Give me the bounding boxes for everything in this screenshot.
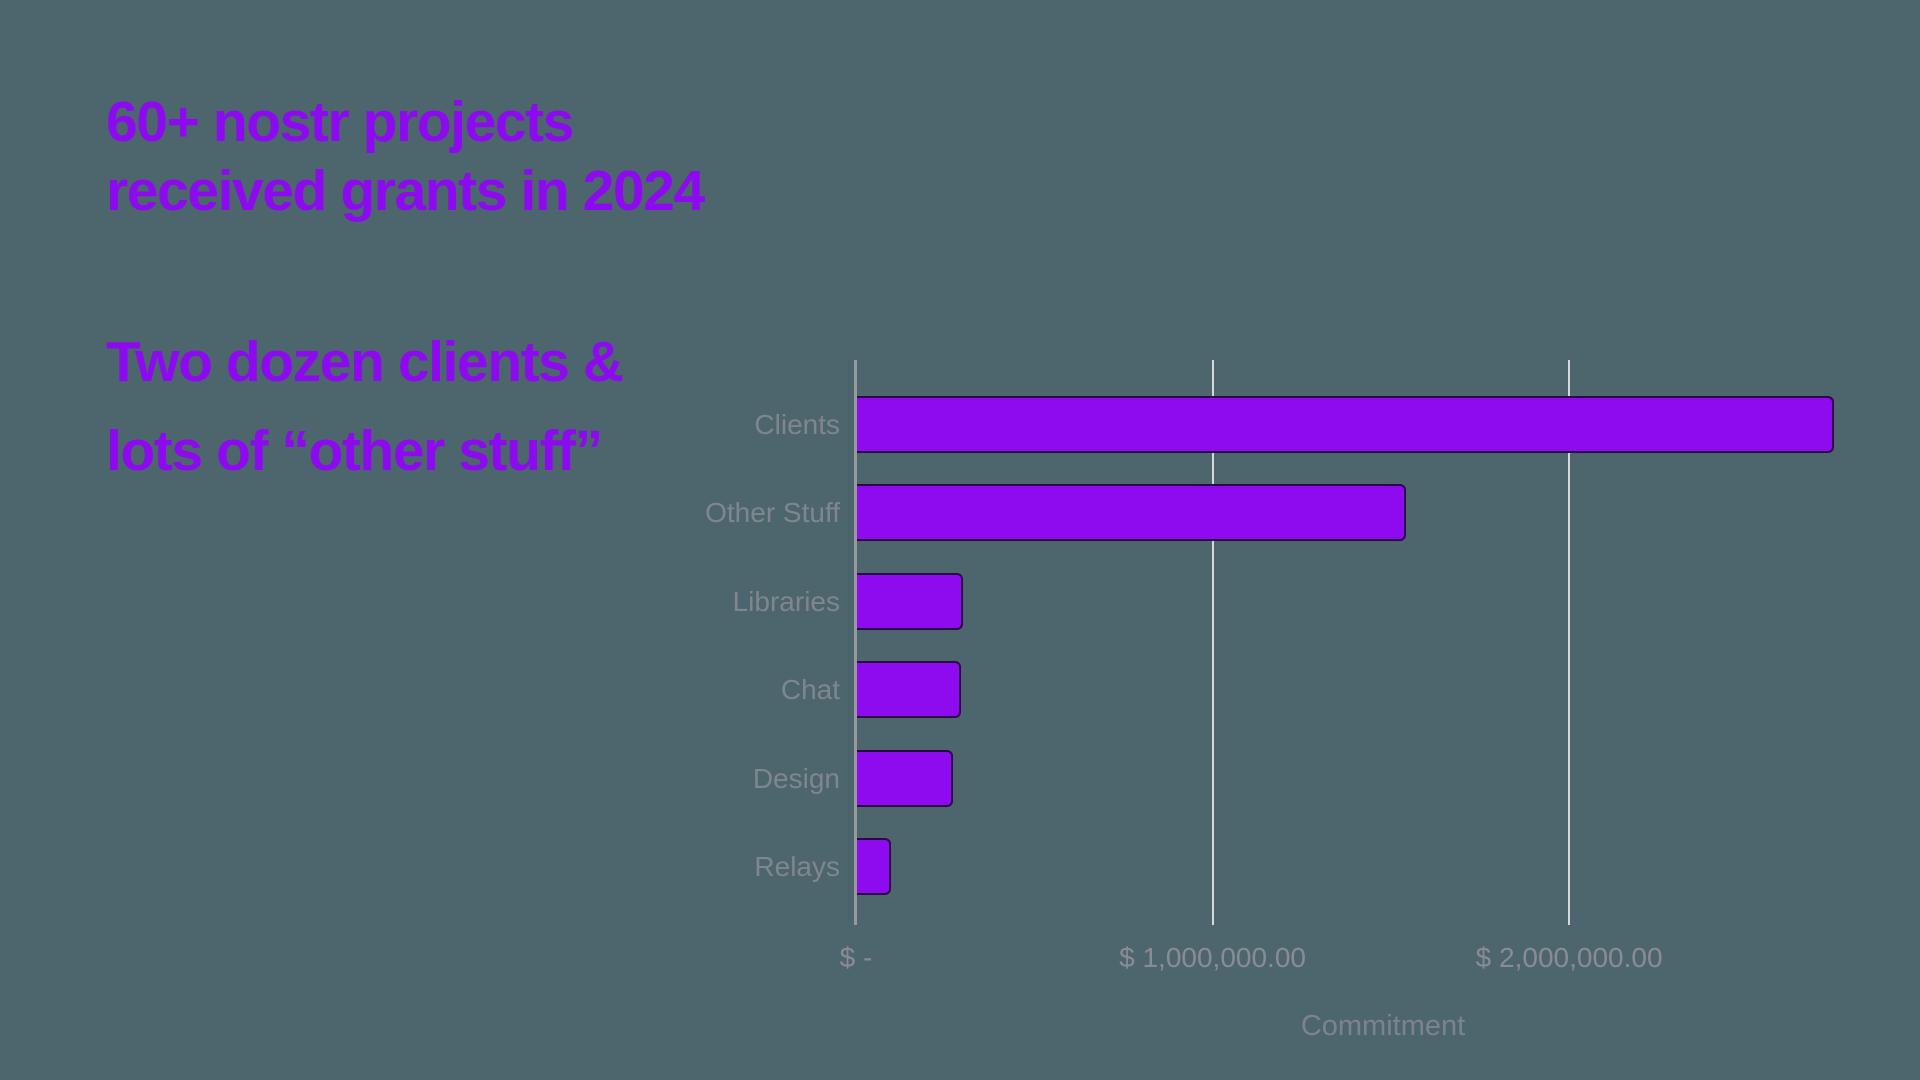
bar-design [857,749,954,807]
bar-libraries [857,572,964,630]
category-label-other-stuff: Other Stuff [705,497,840,529]
slide-subtitle: Two dozen clients & lots of “other stuff… [106,330,624,483]
category-label-relays: Relays [754,851,840,882]
bar-relays [857,838,891,895]
gridline-1000000 [1211,360,1214,925]
category-label-clients: Clients [754,409,840,440]
x-tick-label-0: $ - [839,942,873,973]
x-tick-label-1000000: $ 1,000,000.00 [1119,942,1306,973]
bar-chat [857,661,962,719]
category-label-chat: Chat [780,674,840,706]
category-label-design: Design [752,762,840,794]
bar-clients [857,396,1834,453]
y-axis-line [854,360,857,925]
slide-title: 60+ nostr projects received grants in 20… [106,90,705,223]
x-axis-title: Commitment [1300,1010,1466,1042]
bar-other-stuff [857,484,1407,542]
category-label-libraries: Libraries [732,585,840,617]
x-tick-label-2000000: $ 2,000,000.00 [1475,942,1663,973]
gridline-2000000 [1568,360,1571,925]
